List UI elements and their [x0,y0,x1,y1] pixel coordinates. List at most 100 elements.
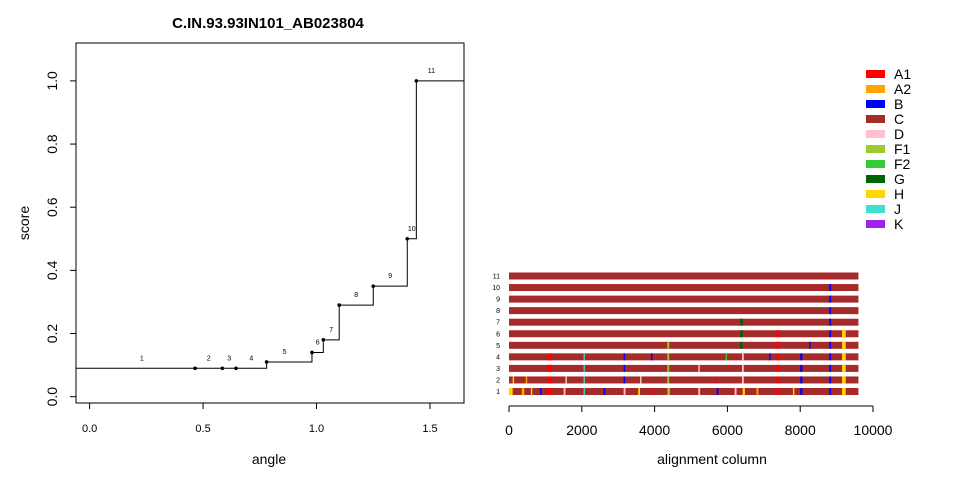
subtype-segment [667,364,670,372]
point-label: 11 [428,68,435,75]
row-label: 8 [496,308,500,315]
subtype-segment [769,353,771,361]
subtype-segment [740,330,743,338]
y-axis-label: score [16,206,32,240]
subtype-segment [539,388,542,395]
point-label: 9 [388,273,392,280]
point-label: 3 [227,355,231,362]
point-label: 4 [249,355,253,362]
subtype-segment [530,388,533,395]
point-markers: 1 2 3 4 5 6 7 8 9 10 11 [140,68,435,371]
subtype-segment [829,353,832,361]
legend-swatch [866,145,885,153]
subtype-segment [638,388,641,395]
row-label: 9 [496,297,500,304]
legend-swatch [866,70,885,78]
alignment-row-strip [509,388,859,395]
legend-swatch [866,130,885,138]
row-label: 5 [496,343,500,350]
alignment-row-strip [509,307,859,315]
x-tick-label: 4000 [639,422,670,438]
subtype-segment [563,388,566,395]
subtype-segment [829,307,832,315]
point-marker [234,366,238,371]
x-tick-label: 0.0 [82,423,97,435]
legend-label: K [894,216,904,232]
row-label: 3 [496,366,500,373]
alignment-row-strip [509,284,859,292]
legend-swatch [866,190,885,198]
subtype-segment [583,388,585,395]
alignment-rows: 1 2 3 4 5 6 7 8 9 10 11 [492,272,859,396]
row-label: 4 [496,354,500,361]
legend-swatch [866,205,885,213]
plot-frame [75,42,465,404]
point-marker [337,303,342,307]
subtype-segment [829,341,832,349]
subtype-segment [547,364,552,372]
legend-label: D [894,126,904,142]
subtype-segment [698,388,701,395]
subtype-segment [829,295,832,303]
subtype-segment [776,364,780,372]
subtype-segment [623,353,626,361]
subtype-segment [525,376,528,384]
row-label: 1 [496,389,500,396]
subtype-segment [842,388,846,395]
y-tick-label: 0.0 [44,387,60,407]
alignment-row-strip [509,353,859,361]
alignment-row-strip [509,364,859,372]
alignment-x-axis: 0 2000 4000 6000 8000 10000 [505,405,893,438]
subtype-segment [583,376,585,384]
subtype-segment [740,341,743,349]
legend-label: J [894,201,901,217]
legend-swatch [866,100,885,108]
subtype-segment [640,376,642,384]
point-marker [310,350,314,355]
x-tick-label: 8000 [785,422,816,438]
x-axis-label: angle [252,451,286,467]
legend-label: F2 [894,156,911,172]
y-tick-label: 0.8 [44,134,60,154]
subtype-segment [547,376,552,384]
subtype-segment [667,353,670,361]
subtype-segment [800,376,803,384]
subtype-segment [741,353,744,361]
y-tick-label: 0.4 [44,260,60,280]
point-label: 8 [354,292,358,299]
subtype-segment [565,376,567,384]
point-marker [371,284,376,288]
step-chart-panel: C.IN.93.93IN101_AB023804 0.0 0.5 1.0 1.50.0… [16,15,465,467]
point-marker [220,366,225,371]
subtype-segment [583,364,585,372]
subtype-segment [509,388,513,395]
subtype-segment [650,388,653,395]
alignment-row-strip [509,318,859,326]
point-label: 2 [207,355,211,362]
subtype-segment [829,364,832,372]
alignment-row-strip [509,330,859,338]
chart-title: C.IN.93.93IN101_AB023804 [172,15,364,32]
point-marker [405,236,410,241]
legend-label: A2 [894,81,911,97]
subtype-segment [716,388,719,395]
legend-swatch [866,175,885,183]
row-label: 10 [492,285,500,292]
subtype-segment [842,364,846,372]
alignment-row-strip [509,272,859,280]
subtype-segment [667,376,670,384]
subtype-segment [650,353,653,361]
legend-label: B [894,96,903,112]
subtype-segment [829,330,832,338]
subtype-segment [583,353,585,361]
y-tick-label: 0.2 [44,324,60,344]
subtype-segment [698,364,700,372]
alignment-row-strip [509,341,859,349]
x-tick-label: 0.5 [195,423,210,435]
x-tick-label: 1.0 [309,423,324,435]
subtype-segment [725,353,728,361]
step-series [76,80,464,369]
subtype-segment [809,341,811,349]
alignment-strip-panel: 1 2 3 4 5 6 7 8 9 10 11 0 2000 4000 6000 8000 10000 ali… [492,272,893,467]
